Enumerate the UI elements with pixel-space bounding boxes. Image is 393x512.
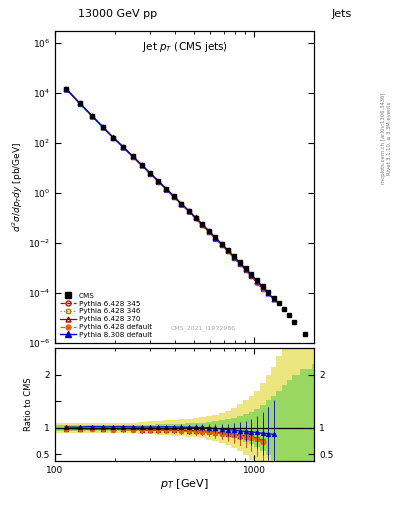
Bar xyxy=(254,391,260,465)
Bar xyxy=(312,364,319,492)
Bar xyxy=(55,425,74,431)
Text: Jet $p_T$ (CMS jets): Jet $p_T$ (CMS jets) xyxy=(142,40,228,54)
Bar xyxy=(300,370,312,486)
Text: 13000 GeV pp: 13000 GeV pp xyxy=(78,9,158,19)
Bar xyxy=(225,411,231,445)
Bar xyxy=(98,425,109,431)
Bar xyxy=(98,422,109,433)
Text: mcplots.cern.ch [arXiv:1306.3436]: mcplots.cern.ch [arXiv:1306.3436] xyxy=(381,93,386,184)
Bar xyxy=(138,422,147,434)
Bar xyxy=(109,425,119,431)
Bar xyxy=(225,419,231,436)
Bar xyxy=(87,422,98,433)
Bar xyxy=(199,417,206,438)
Bar xyxy=(312,301,319,512)
Bar xyxy=(249,396,254,460)
Bar xyxy=(231,418,237,438)
Bar xyxy=(178,423,185,432)
Bar xyxy=(147,424,154,431)
Bar xyxy=(138,425,147,431)
Bar xyxy=(206,416,213,439)
Bar xyxy=(147,421,154,434)
Bar xyxy=(237,404,243,451)
Bar xyxy=(231,408,237,448)
Bar xyxy=(260,405,266,451)
Bar xyxy=(193,423,199,433)
Bar xyxy=(271,396,276,460)
Bar xyxy=(276,391,282,465)
Bar xyxy=(287,335,292,512)
Bar xyxy=(287,380,292,476)
Bar xyxy=(213,415,219,441)
Bar xyxy=(219,413,225,443)
Bar xyxy=(178,419,185,436)
Bar xyxy=(237,416,243,439)
Bar xyxy=(154,424,163,431)
Bar xyxy=(55,422,74,433)
Bar xyxy=(87,425,98,431)
Y-axis label: $d^2\sigma/dp_Tdy$ [pb/GeV]: $d^2\sigma/dp_Tdy$ [pb/GeV] xyxy=(11,142,25,232)
Bar xyxy=(300,311,312,512)
Bar xyxy=(163,420,171,435)
Bar xyxy=(206,422,213,434)
Bar xyxy=(171,420,178,436)
Bar xyxy=(109,422,119,433)
X-axis label: $p_T$ [GeV]: $p_T$ [GeV] xyxy=(160,477,209,492)
Bar xyxy=(119,422,129,433)
Bar xyxy=(213,421,219,434)
Bar xyxy=(171,424,178,432)
Bar xyxy=(163,424,171,432)
Bar xyxy=(129,422,138,433)
Bar xyxy=(243,400,249,456)
Bar xyxy=(185,423,193,432)
Text: Rivet 3.1.10, ≥ 3.3M events: Rivet 3.1.10, ≥ 3.3M events xyxy=(387,101,391,175)
Bar xyxy=(119,425,129,431)
Bar xyxy=(185,419,193,437)
Bar xyxy=(249,412,254,444)
Bar xyxy=(266,400,271,456)
Bar xyxy=(282,386,287,471)
Bar xyxy=(74,422,87,433)
Bar xyxy=(282,346,287,510)
Text: CMS_2021_I1972986: CMS_2021_I1972986 xyxy=(170,325,235,331)
Bar xyxy=(276,356,282,500)
Bar xyxy=(154,421,163,435)
Y-axis label: Ratio to CMS: Ratio to CMS xyxy=(24,378,33,431)
Bar xyxy=(266,375,271,481)
Legend: CMS, Pythia 6.428 345, Pythia 6.428 346, Pythia 6.428 370, Pythia 6.428 default,: CMS, Pythia 6.428 345, Pythia 6.428 346,… xyxy=(59,291,153,339)
Bar xyxy=(254,409,260,447)
Bar xyxy=(199,422,206,433)
Bar xyxy=(292,375,300,481)
Bar xyxy=(271,367,276,489)
Text: Jets: Jets xyxy=(331,9,352,19)
Bar xyxy=(260,383,266,473)
Bar xyxy=(129,425,138,431)
Bar xyxy=(243,414,249,442)
Bar xyxy=(292,322,300,512)
Bar xyxy=(219,420,225,435)
Bar xyxy=(193,418,199,437)
Bar xyxy=(74,425,87,431)
